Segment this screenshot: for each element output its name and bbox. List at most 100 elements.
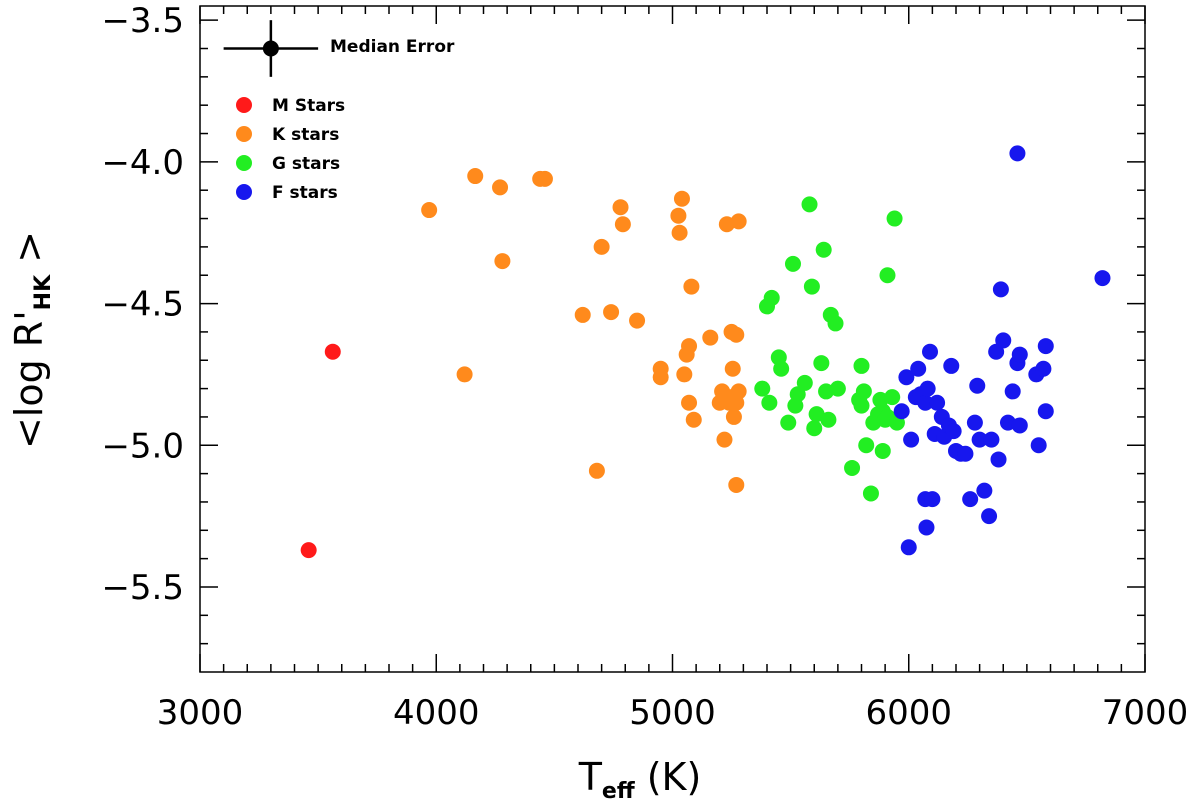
data-point-g-stars bbox=[853, 397, 870, 414]
median-error-marker bbox=[223, 20, 319, 77]
y-axis-title: <log R'HK > bbox=[7, 231, 56, 449]
data-point-f-stars bbox=[962, 491, 979, 508]
x-axis-title-main: T bbox=[578, 755, 603, 799]
data-point-k-stars bbox=[685, 411, 702, 428]
data-point-f-stars bbox=[917, 394, 934, 411]
data-point-g-stars bbox=[773, 360, 790, 377]
data-point-k-stars bbox=[614, 216, 631, 233]
data-point-f-stars bbox=[1004, 383, 1021, 400]
data-point-k-stars bbox=[702, 329, 719, 346]
data-point-m-stars bbox=[300, 542, 317, 559]
y-tick-labels: −5.5 −5.0 −4.5 −4.0 −3.5 bbox=[101, 1, 184, 608]
series-f-stars bbox=[893, 145, 1111, 556]
data-point-k-stars bbox=[671, 224, 688, 241]
data-point-g-stars bbox=[754, 380, 771, 397]
data-point-g-stars bbox=[879, 267, 896, 284]
data-point-g-stars bbox=[820, 411, 837, 428]
data-point-f-stars bbox=[957, 445, 974, 462]
median-error-label: Median Error bbox=[330, 37, 455, 57]
data-point-k-stars bbox=[723, 389, 740, 406]
data-point-k-stars bbox=[588, 462, 605, 479]
data-point-k-stars bbox=[421, 202, 438, 219]
y-axis-title-sub: HK bbox=[31, 274, 56, 310]
data-point-k-stars bbox=[593, 238, 610, 255]
x-tick-label: 3000 bbox=[157, 693, 244, 733]
x-axis-title-sub: eff bbox=[602, 779, 636, 804]
data-point-k-stars bbox=[730, 213, 747, 230]
x-tick-label: 7000 bbox=[1102, 693, 1189, 733]
data-point-k-stars bbox=[724, 360, 741, 377]
data-point-f-stars bbox=[1011, 417, 1028, 434]
y-axis-title-suffix: > bbox=[7, 231, 51, 275]
data-point-k-stars bbox=[681, 394, 698, 411]
data-point-f-stars bbox=[943, 357, 960, 374]
data-point-k-stars bbox=[681, 338, 698, 355]
data-point-g-stars bbox=[853, 357, 870, 374]
data-point-k-stars bbox=[676, 366, 693, 383]
x-tick-label: 6000 bbox=[865, 693, 952, 733]
data-point-g-stars bbox=[815, 241, 832, 258]
data-point-k-stars bbox=[716, 431, 733, 448]
data-point-k-stars bbox=[494, 253, 511, 270]
data-point-k-stars bbox=[670, 207, 687, 224]
y-tick-label: −5.0 bbox=[101, 426, 184, 466]
data-point-f-stars bbox=[1011, 346, 1028, 363]
y-axis-title-prefix: <log R' bbox=[7, 310, 51, 449]
data-point-f-stars bbox=[898, 369, 915, 386]
y-tick-label: −4.5 bbox=[101, 285, 184, 325]
data-point-f-stars bbox=[903, 431, 920, 448]
data-point-g-stars bbox=[796, 374, 813, 391]
data-point-f-stars bbox=[1030, 437, 1047, 454]
x-axis-title: Teff (K) bbox=[578, 755, 702, 804]
legend-label-m-stars: M Stars bbox=[272, 96, 345, 116]
x-tick-label: 4000 bbox=[393, 693, 480, 733]
data-point-g-stars bbox=[855, 383, 872, 400]
data-point-f-stars bbox=[945, 423, 962, 440]
legend-label-g-stars: G stars bbox=[272, 154, 340, 174]
legend-marker-g-stars bbox=[236, 155, 252, 171]
legend-marker-m-stars bbox=[236, 97, 252, 113]
data-point-f-stars bbox=[910, 360, 927, 377]
data-point-k-stars bbox=[612, 199, 629, 216]
data-point-f-stars bbox=[966, 414, 983, 431]
data-point-f-stars bbox=[1094, 270, 1111, 287]
data-point-f-stars bbox=[893, 403, 910, 420]
data-point-f-stars bbox=[969, 377, 986, 394]
data-point-f-stars bbox=[1009, 145, 1026, 162]
data-point-g-stars bbox=[803, 278, 820, 295]
data-point-g-stars bbox=[806, 420, 823, 437]
data-point-k-stars bbox=[673, 190, 690, 207]
data-point-f-stars bbox=[983, 431, 1000, 448]
data-point-m-stars bbox=[324, 343, 341, 360]
data-point-f-stars bbox=[1035, 360, 1052, 377]
data-point-k-stars bbox=[652, 369, 669, 386]
data-point-f-stars bbox=[976, 482, 993, 499]
data-point-g-stars bbox=[874, 442, 891, 459]
y-tick-label: −4.0 bbox=[101, 143, 184, 183]
data-point-f-stars bbox=[924, 491, 941, 508]
data-point-k-stars bbox=[536, 170, 553, 187]
data-point-g-stars bbox=[827, 315, 844, 332]
data-point-g-stars bbox=[844, 459, 861, 476]
axis-ticks bbox=[199, 6, 1146, 672]
data-point-f-stars bbox=[919, 380, 936, 397]
x-axis-title-suffix: (K) bbox=[635, 755, 702, 799]
data-point-k-stars bbox=[603, 304, 620, 321]
x-tick-labels: 3000 4000 5000 6000 7000 bbox=[157, 693, 1189, 733]
data-point-g-stars bbox=[884, 389, 901, 406]
data-points bbox=[300, 145, 1111, 559]
legend: M Stars K stars G stars F stars bbox=[236, 96, 345, 203]
y-tick-label: −5.5 bbox=[101, 568, 184, 608]
data-point-f-stars bbox=[971, 431, 988, 448]
data-point-f-stars bbox=[918, 519, 935, 536]
data-point-k-stars bbox=[492, 179, 509, 196]
x-tick-label: 5000 bbox=[629, 693, 716, 733]
data-point-g-stars bbox=[801, 196, 818, 213]
legend-label-k-stars: K stars bbox=[272, 125, 339, 145]
data-point-f-stars bbox=[995, 332, 1012, 349]
data-point-g-stars bbox=[763, 289, 780, 306]
data-point-k-stars bbox=[728, 476, 745, 493]
data-point-k-stars bbox=[725, 408, 742, 425]
data-point-f-stars bbox=[992, 281, 1009, 298]
